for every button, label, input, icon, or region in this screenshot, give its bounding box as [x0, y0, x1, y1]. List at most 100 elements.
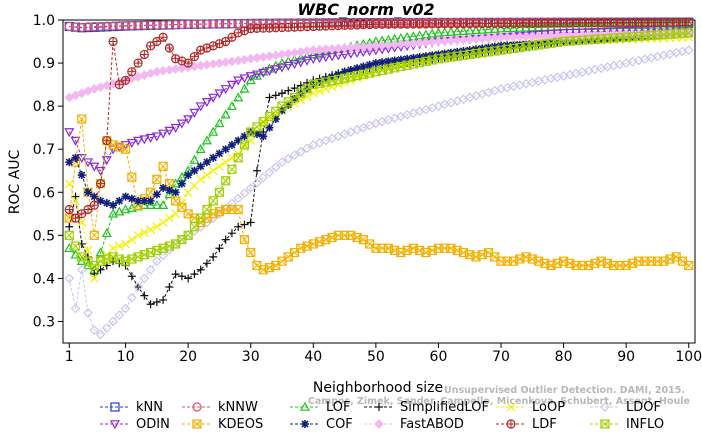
data-point-loop	[158, 217, 168, 227]
data-point-odin	[295, 58, 306, 68]
data-point-cof	[421, 52, 430, 61]
data-point-simplifiedlof	[152, 298, 161, 307]
x-tick-label: 100	[675, 349, 702, 365]
data-point-ldof	[114, 310, 125, 320]
data-point-cof	[184, 171, 193, 180]
data-point-ldof	[76, 264, 87, 275]
legend-item-inflo: INFLO	[590, 417, 664, 432]
data-point-inflo	[189, 222, 200, 232]
data-point-lof	[627, 20, 638, 30]
data-point-ldf	[102, 135, 112, 146]
data-point-ldof	[145, 264, 156, 275]
data-point-lof	[114, 206, 125, 216]
data-point-cof	[159, 183, 168, 192]
data-point-lof	[514, 22, 525, 32]
data-point-lof	[245, 75, 256, 85]
data-point-knnw	[120, 20, 131, 31]
data-point-lof	[621, 20, 632, 30]
data-point-odin	[614, 27, 625, 37]
axes-layer: 1 10 20 30 40 50 60 70 80 90 100 0.3 0.4 0.5 0.6 0.7 0.8…	[33, 13, 702, 365]
data-point-ldof	[239, 188, 250, 198]
data-point-inflo	[264, 111, 275, 122]
legend-label: LDF	[532, 417, 557, 432]
data-point-ldof	[252, 177, 262, 188]
data-point-lof	[220, 109, 231, 119]
data-point-loop	[152, 222, 162, 232]
data-point-ldof	[233, 193, 244, 204]
data-point-kdeos	[152, 174, 162, 184]
data-point-lof	[477, 24, 488, 34]
data-point-simplifiedlof	[252, 166, 261, 175]
data-point-knnw	[95, 21, 106, 31]
data-point-simplifiedlof	[159, 295, 168, 304]
data-point-lof	[233, 92, 244, 102]
y-tick-label: 0.4	[33, 271, 55, 287]
data-point-knnw	[152, 20, 162, 30]
data-point-loop	[64, 179, 74, 189]
data-point-knnw	[127, 20, 137, 31]
data-point-loop	[202, 170, 212, 180]
data-point-cof	[227, 140, 236, 149]
data-point-ldof	[101, 323, 112, 333]
data-point-ldof	[152, 256, 162, 267]
legend-label: SimplifiedLOF	[400, 400, 489, 415]
series-fastabod	[64, 28, 694, 103]
data-point-ldof	[302, 143, 312, 154]
data-point-cof	[221, 145, 230, 154]
data-point-ldof	[295, 146, 306, 157]
data-point-kdeos	[120, 144, 131, 154]
data-point-loop	[127, 235, 137, 245]
data-point-ldf	[146, 41, 156, 51]
data-point-lof	[652, 19, 663, 29]
data-point-ldf	[120, 75, 131, 85]
data-point-cof	[134, 196, 143, 205]
x-tick-label: 80	[555, 349, 573, 365]
data-point-cof	[259, 132, 268, 141]
data-point-inflo	[214, 187, 225, 197]
data-point-odin	[208, 93, 219, 103]
legend-marker	[375, 403, 383, 411]
data-point-lof	[489, 23, 500, 33]
data-point-ldof	[683, 45, 694, 55]
data-point-odin	[176, 119, 187, 129]
data-point-knnw	[177, 19, 187, 30]
data-point-kdeos	[177, 202, 187, 212]
data-point-simplifiedlof	[127, 272, 136, 281]
data-point-cof	[415, 53, 424, 62]
data-point-cof	[396, 55, 405, 64]
data-point-ldof	[95, 329, 106, 340]
data-point-simplifiedlof	[290, 84, 299, 93]
data-point-knnw	[208, 19, 218, 29]
data-point-odin	[633, 26, 644, 36]
data-point-lof	[151, 199, 162, 209]
data-point-lof	[671, 19, 682, 29]
data-point-cof	[390, 56, 399, 65]
data-point-lof	[483, 24, 494, 34]
data-point-loop	[89, 273, 99, 283]
data-point-lof	[639, 19, 650, 29]
data-point-knnw	[77, 22, 87, 32]
data-point-kdeos	[158, 161, 168, 172]
data-point-odin	[233, 76, 244, 86]
data-point-lof	[239, 83, 250, 93]
data-point-cof	[428, 51, 437, 60]
data-point-knnw	[183, 19, 193, 29]
data-point-cof	[528, 39, 537, 48]
data-point-inflo	[196, 213, 206, 223]
data-point-odin	[270, 65, 281, 75]
data-point-lof	[133, 201, 144, 211]
data-point-knnw	[221, 19, 231, 29]
data-point-lof	[664, 19, 675, 29]
legend-item-loop: LoOP	[496, 400, 565, 415]
data-point-odin	[145, 133, 156, 143]
data-point-simplifiedlof	[71, 192, 80, 201]
data-point-lof	[458, 25, 469, 35]
legend-item-fastabod: FastABOD	[364, 417, 464, 432]
watermark: Unsupervised Outlier Detection. DAMI, 20…	[308, 385, 690, 407]
legend-item-knnw: kNNW	[182, 400, 258, 415]
x-tick-label: 10	[117, 349, 135, 365]
series-line-kdeos	[68, 118, 690, 271]
data-point-cof	[234, 136, 243, 145]
data-point-ldf	[95, 179, 106, 189]
legend-marker	[301, 420, 309, 428]
